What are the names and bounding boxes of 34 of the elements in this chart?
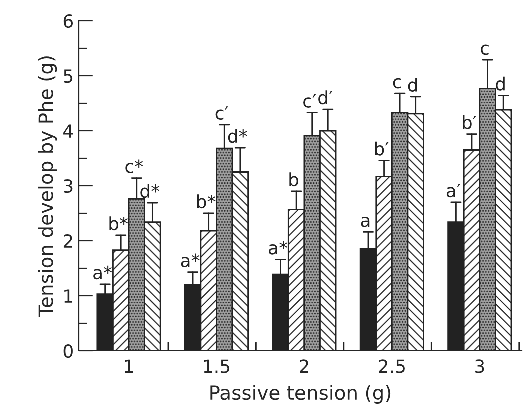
x-tick-label: 2.5: [379, 360, 405, 374]
annotation: b′: [463, 115, 477, 130]
y-tick-label: 1: [64, 290, 72, 303]
annotation: c: [481, 44, 489, 56]
y-tick-label: 0: [64, 344, 73, 358]
x-tick-label: 3: [476, 360, 484, 374]
x-axis-title: Passive tension (g): [210, 385, 391, 404]
annotation: d′: [318, 90, 333, 105]
y-tick-label: 4: [64, 124, 74, 138]
annotation: b*: [110, 216, 128, 231]
x-tick-label: 1: [125, 360, 134, 374]
annotation: c: [393, 78, 402, 89]
x-tick-label: 2: [300, 360, 308, 374]
annotation: d*: [140, 184, 160, 198]
annotation: c*: [126, 160, 144, 174]
annotation: b: [290, 172, 299, 187]
annotation: c′: [304, 94, 316, 108]
y-tick-label: 6: [64, 14, 73, 28]
annotation: d: [408, 78, 418, 92]
annotation: d*: [228, 129, 248, 144]
annotation: b*: [197, 194, 216, 209]
annotation: c′: [216, 106, 228, 120]
annotation: a′: [446, 184, 461, 198]
annotation: a: [361, 216, 370, 228]
annotation: d: [496, 76, 505, 91]
x-tick-label: 1.5: [204, 360, 230, 374]
annotation: a*: [181, 254, 200, 268]
annotation: a*: [269, 241, 288, 255]
y-axis-title: Tension develop by Phe (g): [38, 56, 58, 318]
annotation: a*: [94, 266, 112, 280]
y-tick-label: 5: [64, 70, 73, 84]
y-tick-label: 2: [64, 234, 72, 248]
y-tick-label: 3: [64, 179, 73, 194]
annotation: b′: [375, 142, 389, 156]
